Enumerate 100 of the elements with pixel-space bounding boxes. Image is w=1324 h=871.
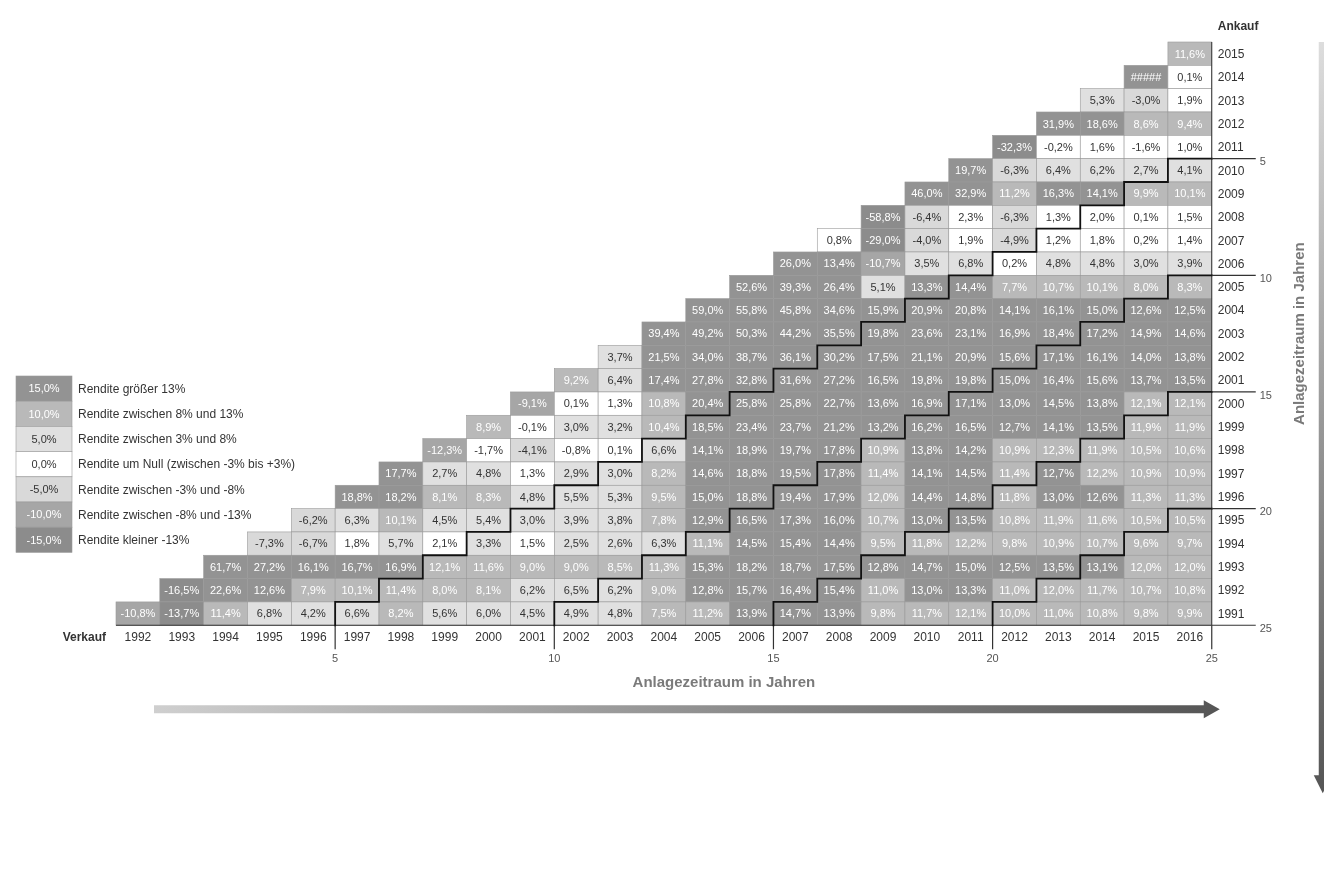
data-label: 0,1% <box>1177 70 1203 83</box>
data-label: 0,1% <box>563 397 589 410</box>
data-label: 7,8% <box>651 514 677 527</box>
data-label: 11,1% <box>692 537 724 550</box>
data-label: 15,9% <box>867 304 899 317</box>
data-label: 12,0% <box>1174 560 1206 573</box>
data-label: 12,1% <box>1174 397 1206 410</box>
x-tick-label: 2016 <box>1176 630 1204 645</box>
y-tick-label: 2013 <box>1217 93 1245 108</box>
data-label: 5,5% <box>563 490 589 503</box>
data-label: 18,4% <box>1042 327 1075 340</box>
data-label: 15,4% <box>823 584 855 597</box>
data-label: 14,7% <box>779 607 812 620</box>
y-tick-label: 2014 <box>1217 70 1245 85</box>
data-label: 6,2% <box>607 584 633 597</box>
data-label: 10,8% <box>648 397 680 410</box>
data-label: 21,2% <box>823 420 855 433</box>
data-label: 14,4% <box>955 280 987 293</box>
data-label: 11,8% <box>999 490 1030 503</box>
data-label: 14,2% <box>955 444 987 457</box>
y-tick-label: 1991 <box>1217 606 1245 621</box>
data-label: 46,0% <box>911 187 943 200</box>
x2-tick-label: 10 <box>548 652 561 665</box>
data-label: 22,7% <box>823 397 855 410</box>
data-label: 2,6% <box>607 537 633 550</box>
data-label: 16,7% <box>341 560 373 573</box>
x2-tick-label: 20 <box>986 652 999 665</box>
data-label: 15,4% <box>779 537 812 550</box>
data-label: 3,9% <box>1177 257 1203 270</box>
data-label: 3,5% <box>914 257 940 270</box>
data-label: 10,6% <box>1174 444 1206 457</box>
data-label: 14,6% <box>1174 327 1206 340</box>
data-label: 1,5% <box>519 537 546 550</box>
y2-tick-label: 25 <box>1259 621 1272 634</box>
data-label: 6,2% <box>1089 164 1115 177</box>
data-label: 9,0% <box>519 560 546 573</box>
data-label: 25,8% <box>735 397 768 410</box>
data-label: 14,6% <box>692 467 724 480</box>
data-label: 21,5% <box>648 350 680 363</box>
x-tick-label: 2001 <box>519 630 547 645</box>
data-label: 6,3% <box>344 514 370 527</box>
y2-axis-title: Anlagezeitraum in Jahren <box>1289 242 1307 425</box>
data-label: 55,8% <box>735 304 768 317</box>
y-tick-label: 2000 <box>1217 396 1245 411</box>
x2-tick-label: 5 <box>332 652 339 665</box>
data-label: 17,8% <box>823 444 855 457</box>
data-label: 17,2% <box>1086 327 1118 340</box>
data-label: 9,5% <box>651 490 677 503</box>
data-label: 23,7% <box>779 420 812 433</box>
data-label: 13,4% <box>823 257 855 270</box>
data-label: 6,8% <box>256 607 283 620</box>
data-label: 13,9% <box>735 607 768 620</box>
data-label: 6,3% <box>651 537 677 550</box>
data-label: 3,0% <box>563 420 589 433</box>
data-label: 26,0% <box>779 257 812 270</box>
x-tick-label: 1999 <box>431 630 459 645</box>
data-label: 11,3% <box>648 560 680 573</box>
data-label: 20,9% <box>955 350 987 363</box>
data-label: 10,1% <box>341 584 373 597</box>
data-label: 9,8% <box>1133 607 1159 620</box>
x2-tick-label: 15 <box>767 652 780 665</box>
data-label: 10,5% <box>1130 444 1162 457</box>
data-label: 8,1% <box>476 584 502 597</box>
data-label: 12,2% <box>1086 467 1118 480</box>
data-label: 10,0% <box>998 607 1031 620</box>
data-label: 14,7% <box>911 560 943 573</box>
y-tick-label: 1997 <box>1217 466 1245 481</box>
data-label: 10,8% <box>1086 607 1118 620</box>
data-label: -9,1% <box>518 397 547 410</box>
data-label: 6,0% <box>476 607 502 620</box>
data-label: -13,7% <box>164 607 200 620</box>
data-label: -4,0% <box>912 234 942 247</box>
data-label: 16,1% <box>297 560 330 573</box>
data-label: 17,1% <box>1042 350 1075 363</box>
y-tick-label: 2001 <box>1217 373 1245 388</box>
data-label: 10,7% <box>1130 584 1162 597</box>
data-label: 16,2% <box>911 420 943 433</box>
data-label: 0,2% <box>1133 234 1159 247</box>
data-label: 25,8% <box>779 397 812 410</box>
y2-tick-label: 10 <box>1259 271 1272 284</box>
data-label: 12,7% <box>1042 467 1075 480</box>
data-label: 4,2% <box>300 607 326 620</box>
data-label: 11,9% <box>1130 420 1162 433</box>
data-label: 13,6% <box>867 397 899 410</box>
y-tick-label: Rendite zwischen 3% und 8% <box>78 432 238 447</box>
data-label: 8,0% <box>1133 280 1159 293</box>
data-label: -7,3% <box>255 537 284 550</box>
data-label: 15,6% <box>998 350 1031 363</box>
data-label: -16,5% <box>164 584 200 597</box>
data-label: 13,0% <box>911 584 943 597</box>
data-label: 39,3% <box>779 280 812 293</box>
x-tick-label: 2003 <box>606 630 634 645</box>
data-label: 2,7% <box>1133 164 1159 177</box>
y-tick-label: 1994 <box>1217 536 1245 551</box>
data-label: -4,1% <box>518 444 547 457</box>
data-label: 15,0% <box>955 560 987 573</box>
data-label: 19,8% <box>867 327 899 340</box>
data-label: 13,5% <box>1086 420 1118 433</box>
data-label: 35,5% <box>823 327 855 340</box>
data-label: 17,9% <box>823 490 855 503</box>
